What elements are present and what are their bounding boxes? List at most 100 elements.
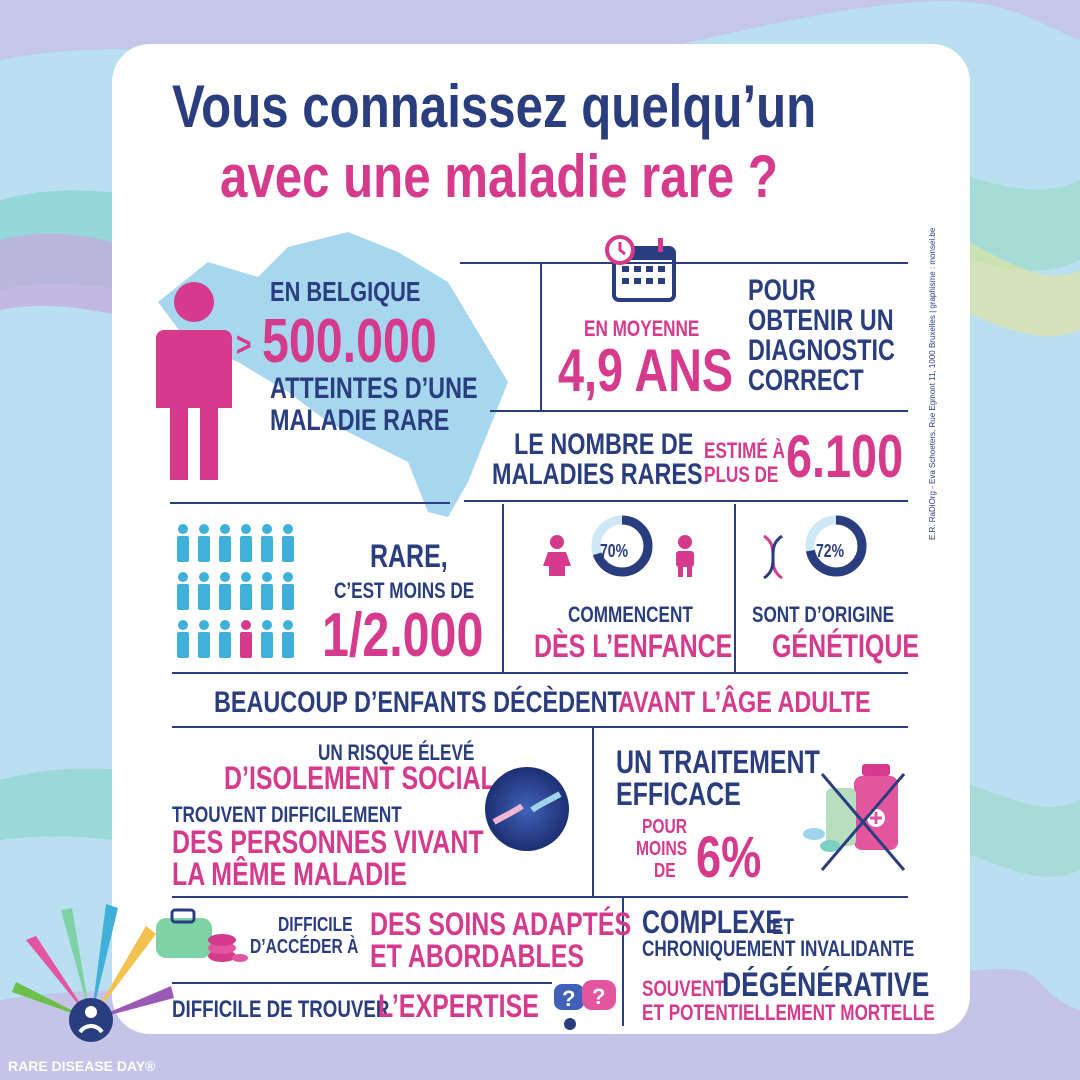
divider bbox=[172, 672, 908, 674]
divider bbox=[172, 896, 908, 898]
belgium-map-icon bbox=[158, 232, 508, 517]
expertise-pink: L’EXPERTISE bbox=[378, 988, 539, 1024]
genetic-l1: SONT D’ORIGINE bbox=[752, 602, 895, 627]
calendar-clock-icon bbox=[605, 235, 676, 302]
person-highlight-icon bbox=[241, 620, 251, 630]
person-body bbox=[261, 536, 273, 562]
credit-text: E.R. RaDiOrg - Eva Schoeters, Rue Egmont… bbox=[928, 227, 937, 540]
treatment-l2: EFFICACE bbox=[616, 776, 741, 812]
person-small-icon bbox=[283, 620, 293, 630]
person-body bbox=[261, 584, 273, 610]
childhood-pct: 70% bbox=[600, 541, 629, 561]
person-body bbox=[240, 632, 252, 658]
belgium-desc1: ATTEINTES D’UNE bbox=[270, 372, 478, 405]
divider bbox=[460, 262, 908, 264]
diag-l2: OBTENIR UN bbox=[748, 304, 894, 337]
person-body bbox=[240, 584, 252, 610]
belgium-label: EN BELGIQUE bbox=[270, 276, 421, 307]
person-small-icon bbox=[220, 524, 230, 534]
complex-a: COMPLEXE bbox=[642, 904, 783, 940]
question-bubbles-icon: ? ? bbox=[554, 980, 616, 1030]
wallet-coins-icon bbox=[156, 908, 248, 962]
title-line2: avec une maladie rare ? bbox=[220, 143, 778, 210]
divider bbox=[170, 502, 450, 504]
genetic-donut bbox=[805, 515, 867, 577]
treatment-p2: MOINS bbox=[636, 838, 688, 860]
divider bbox=[622, 896, 624, 1026]
isolation-l4: DES PERSONNES VIVANT bbox=[172, 824, 484, 860]
number-value: 6.100 bbox=[786, 423, 904, 490]
isolation-l2: D’ISOLEMENT SOCIAL bbox=[224, 760, 496, 796]
complex-b: ET bbox=[772, 914, 794, 939]
person-body bbox=[240, 536, 252, 562]
childhood-l1: COMMENCENT bbox=[568, 602, 693, 627]
person-small-icon bbox=[199, 620, 209, 630]
boy-icon bbox=[676, 535, 694, 577]
dna-icon bbox=[763, 534, 783, 580]
person-small-icon bbox=[262, 572, 272, 582]
person-body bbox=[282, 536, 294, 562]
diag-l1: POUR bbox=[748, 274, 816, 307]
belgium-count: 500.000 bbox=[262, 307, 437, 376]
person-body bbox=[177, 632, 189, 658]
person-body bbox=[219, 632, 231, 658]
deaths-navy: BEAUCOUP D’ENFANTS DÉCÈDENT bbox=[214, 686, 622, 719]
divider bbox=[172, 982, 552, 984]
infographic-card: Vous connaissez quelqu’un avec une malad… bbox=[112, 44, 970, 1034]
person-small-icon bbox=[220, 572, 230, 582]
person-body bbox=[219, 536, 231, 562]
divider bbox=[734, 504, 736, 672]
gt-sign: > bbox=[236, 326, 252, 364]
divider bbox=[464, 500, 908, 502]
divider bbox=[502, 504, 504, 672]
number-l2: MALADIES RARES bbox=[492, 458, 703, 491]
treatment-l1: UN TRAITEMENT bbox=[616, 744, 820, 780]
diag-avg: EN MOYENNE bbox=[584, 316, 700, 341]
deaths-pink: AVANT L’ÂGE ADULTE bbox=[618, 686, 871, 719]
rare-l2: C’EST MOINS DE bbox=[334, 578, 475, 603]
person-body bbox=[219, 584, 231, 610]
rare-l1: RARE, bbox=[370, 538, 448, 574]
person-body bbox=[282, 584, 294, 610]
logo-text: RARE DISEASE DAY® bbox=[8, 1058, 156, 1074]
divider bbox=[172, 726, 908, 728]
person-small-icon bbox=[220, 620, 230, 630]
person-small-icon bbox=[283, 524, 293, 534]
care-p1: DES SOINS ADAPTÉS bbox=[370, 906, 632, 942]
genetic-pct: 72% bbox=[816, 541, 845, 561]
belgium-desc2: MALADIE RARE bbox=[270, 404, 450, 437]
childhood-l2: DÈS L’ENFANCE bbox=[534, 628, 733, 664]
complex-c: CHRONIQUEMENT INVALIDANTE bbox=[642, 936, 915, 961]
isolation-l1: UN RISQUE ÉLEVÉ bbox=[318, 740, 475, 765]
svg-text:?: ? bbox=[592, 984, 605, 1009]
treatment-value: 6% bbox=[696, 825, 762, 890]
complex-d: SOUVENT bbox=[642, 976, 725, 1001]
person-icon bbox=[156, 282, 232, 480]
complex-e: DÉGÉNÉRATIVE bbox=[722, 966, 930, 1004]
hands-icon bbox=[485, 767, 569, 851]
person-small-icon bbox=[241, 524, 251, 534]
person-small-icon bbox=[241, 572, 251, 582]
number-e2: PLUS DE bbox=[704, 462, 779, 487]
complex-f: ET POTENTIELLEMENT MORTELLE bbox=[642, 1000, 935, 1025]
person-body bbox=[177, 584, 189, 610]
genetic-l2: GÉNÉTIQUE bbox=[772, 628, 920, 664]
diag-years: 4,9 ANS bbox=[558, 337, 734, 404]
treatment-p1: POUR bbox=[642, 816, 688, 838]
care-l2: D’ACCÉDER À bbox=[250, 936, 359, 958]
title-line1: Vous connaissez quelqu’un bbox=[172, 73, 817, 140]
person-small-icon bbox=[262, 524, 272, 534]
number-l1: LE NOMBRE DE bbox=[514, 428, 694, 461]
rare-value: 1/2.000 bbox=[322, 601, 484, 670]
person-body bbox=[198, 536, 210, 562]
person-small-icon bbox=[178, 572, 188, 582]
people-grid-icon bbox=[177, 524, 294, 658]
person-small-icon bbox=[199, 524, 209, 534]
number-e1: ESTIMÉ À bbox=[704, 438, 786, 463]
treatment-p3: DE bbox=[654, 860, 676, 882]
person-small-icon bbox=[199, 572, 209, 582]
person-small-icon bbox=[283, 572, 293, 582]
person-small-icon bbox=[178, 524, 188, 534]
person-small-icon bbox=[262, 620, 272, 630]
rare-disease-day-logo bbox=[12, 904, 174, 1042]
